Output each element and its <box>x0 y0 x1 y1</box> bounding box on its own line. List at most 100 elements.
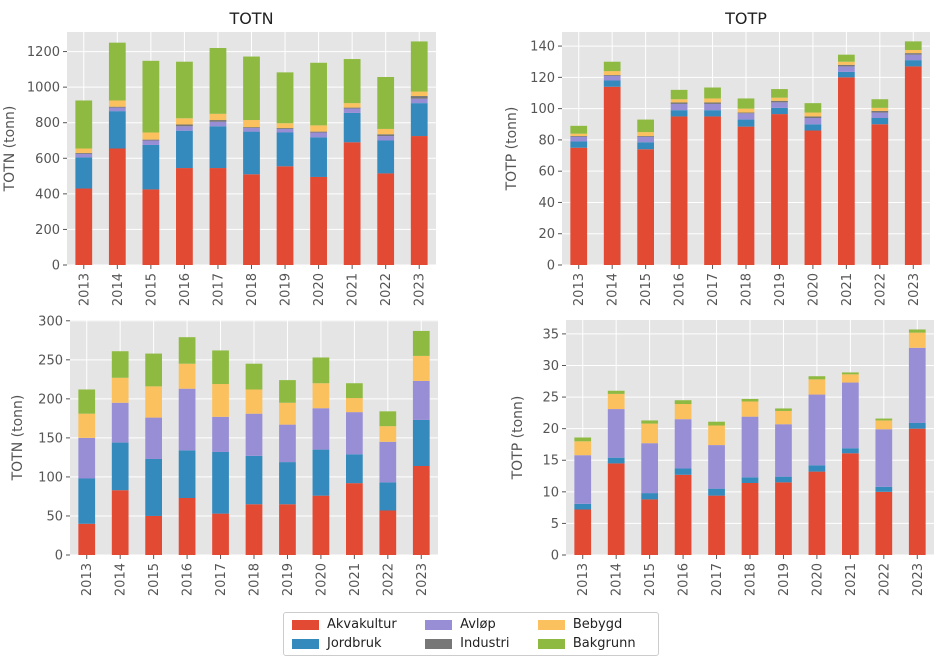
bar-jordbruk-2023 <box>410 103 428 137</box>
bar-akvakultur-2019 <box>775 482 792 555</box>
ytick-label: 200 <box>35 223 60 238</box>
bar-bakgrunn-2022 <box>875 418 893 421</box>
xtick-label: 2016 <box>178 273 193 306</box>
bar-industri-2020 <box>804 116 822 119</box>
xtick-label: 2023 <box>911 563 926 596</box>
bar-industri-2020 <box>310 131 327 133</box>
bar-bakgrunn-2013 <box>78 389 96 414</box>
bar-avløp-2014 <box>111 402 129 443</box>
bar-avløp-2014 <box>108 107 126 112</box>
bar-bebygd-2019 <box>771 97 788 101</box>
bar-akvakultur-2014 <box>108 148 126 265</box>
xtick-label: 2018 <box>740 273 755 306</box>
bar-bakgrunn-2018 <box>243 56 260 121</box>
bar-avløp-2016 <box>674 419 692 469</box>
bar-avløp-2021 <box>343 108 361 113</box>
bar-industri-2022 <box>871 110 889 113</box>
ytick-label: 120 <box>530 71 555 86</box>
bar-avløp-2013 <box>75 153 93 158</box>
ytick-label: 100 <box>530 102 555 117</box>
bar-bebygd-2013 <box>75 148 93 153</box>
legend-swatch <box>292 638 319 649</box>
bar-avløp-2015 <box>142 140 160 145</box>
bar-industri-2014 <box>603 75 621 76</box>
xtick-label: 2021 <box>346 273 361 306</box>
xtick-label: 2022 <box>381 563 396 596</box>
bar-bebygd-2022 <box>871 107 889 111</box>
xtick-label: 2022 <box>877 563 892 596</box>
bar-bebygd-2021 <box>842 374 859 383</box>
bar-akvakultur-2017 <box>704 116 721 265</box>
bar-jordbruk-2018 <box>741 477 759 483</box>
bar-avløp-2020 <box>312 408 330 450</box>
bar-industri-2017 <box>704 102 721 104</box>
chart-title: TOTP <box>724 9 767 28</box>
bar-bebygd-2018 <box>737 108 755 113</box>
bar-akvakultur-2020 <box>804 130 822 265</box>
ytick-label: 250 <box>38 353 63 368</box>
bar-avløp-2015 <box>145 417 162 459</box>
bar-bebygd-2019 <box>276 123 294 129</box>
chart-panel-2: 0 50 100 150 200 250 300 2013 2014 2015 2016 2017 20… <box>10 314 438 596</box>
bar-avløp-2019 <box>775 424 792 477</box>
bar-bebygd-2014 <box>607 393 625 410</box>
legend-label: Bebygd <box>572 617 623 632</box>
bar-bakgrunn-2015 <box>641 420 658 424</box>
bar-akvakultur-2015 <box>142 189 160 265</box>
bar-bakgrunn-2017 <box>708 421 725 426</box>
bar-bakgrunn-2016 <box>674 400 692 405</box>
bar-jordbruk-2015 <box>637 142 654 150</box>
legend-swatch <box>425 638 453 649</box>
bar-akvakultur-2014 <box>111 490 129 555</box>
bar-jordbruk-2019 <box>771 107 788 115</box>
bar-bakgrunn-2017 <box>212 350 229 385</box>
bar-jordbruk-2020 <box>310 137 327 177</box>
bar-avløp-2013 <box>574 455 592 504</box>
bar-bakgrunn-2015 <box>637 119 654 133</box>
y-axis-label: TOTN (tonn) <box>10 395 26 482</box>
xtick-label: 2014 <box>114 563 129 596</box>
bar-akvakultur-2015 <box>641 499 658 555</box>
bar-avløp-2023 <box>410 98 428 104</box>
bar-bebygd-2015 <box>145 386 162 418</box>
bar-avløp-2022 <box>871 112 889 119</box>
legend-label: Avløp <box>460 617 496 632</box>
bar-avløp-2016 <box>670 103 688 111</box>
bar-avløp-2015 <box>641 443 658 494</box>
bar-bebygd-2022 <box>875 420 893 430</box>
bar-industri-2018 <box>737 112 755 114</box>
ytick-label: 15 <box>542 454 559 469</box>
bar-bebygd-2022 <box>379 426 397 442</box>
bar-bebygd-2014 <box>108 100 126 107</box>
bar-bebygd-2020 <box>312 383 330 409</box>
bar-akvakultur-2021 <box>346 483 363 555</box>
bar-industri-2023 <box>904 53 922 55</box>
legend: Akvakultur Avløp Bebygd Jordbruk Industri Bak… <box>283 612 659 656</box>
bar-akvakultur-2016 <box>178 498 196 555</box>
bar-avløp-2020 <box>808 394 826 466</box>
xtick-label: 2013 <box>576 563 591 596</box>
bar-industri-2021 <box>343 107 361 109</box>
bar-bakgrunn-2020 <box>804 103 822 113</box>
xtick-label: 2022 <box>379 273 394 306</box>
legend-label: Jordbruk <box>327 636 382 651</box>
bar-bebygd-2023 <box>908 332 926 348</box>
bar-avløp-2022 <box>377 136 395 141</box>
bar-bebygd-2018 <box>741 401 759 417</box>
bar-bakgrunn-2018 <box>737 98 755 109</box>
bar-avløp-2019 <box>771 102 788 108</box>
bar-bakgrunn-2022 <box>379 411 397 427</box>
bar-bebygd-2013 <box>78 413 96 438</box>
bar-avløp-2017 <box>212 416 229 452</box>
bar-bebygd-2019 <box>279 402 296 425</box>
legend-item-bakgrunn: Bakgrunn <box>537 635 650 652</box>
legend-swatch <box>425 619 453 630</box>
bar-akvakultur-2017 <box>708 495 725 555</box>
bar-jordbruk-2023 <box>904 60 922 67</box>
xtick-label: 2022 <box>873 273 888 306</box>
ytick-label: 300 <box>38 314 63 329</box>
bar-avløp-2017 <box>209 121 227 127</box>
bar-avløp-2018 <box>741 416 759 478</box>
xtick-label: 2014 <box>606 273 621 306</box>
xtick-label: 2019 <box>279 273 294 306</box>
